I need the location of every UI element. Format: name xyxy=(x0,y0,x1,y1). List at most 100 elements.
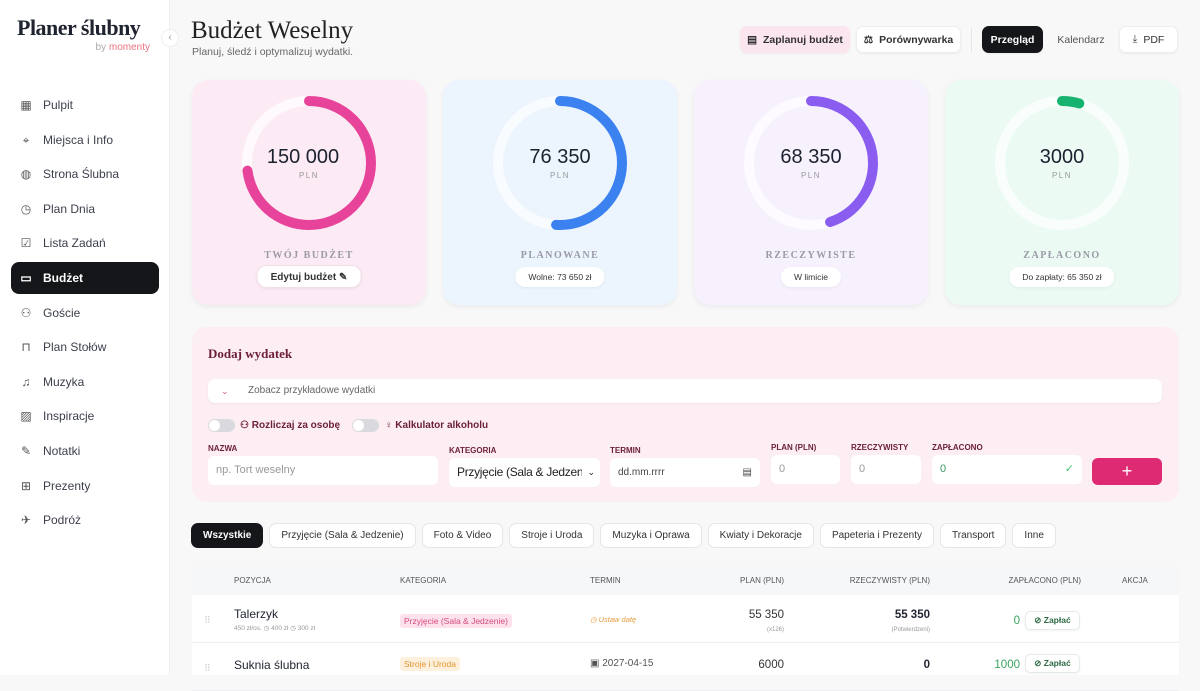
sidebar-item-goście[interactable]: ⚇ Goście xyxy=(11,297,159,329)
tab-category[interactable]: Muzyka i Oprawa xyxy=(600,523,702,548)
sidebar-item-pulpit[interactable]: ▦ Pulpit xyxy=(11,89,159,121)
tab-category[interactable]: Przyjęcie (Sala & Jedzenie) xyxy=(269,523,416,548)
item-date[interactable]: ▣ 2027-04-15 xyxy=(590,658,654,669)
col-position: POZYCJA xyxy=(234,576,271,585)
expenses-table: POZYCJA KATEGORIA TERMIN PLAN (PLN) RZEC… xyxy=(192,565,1179,691)
table-row: ⠿ Suknia ślubna Stroje i Uroda ▣ 2027-04… xyxy=(192,643,1179,691)
planned-value: 76 350 xyxy=(529,146,591,168)
actual-ring xyxy=(744,96,878,230)
budget-label: TWÓJ BUDŻET xyxy=(264,250,354,261)
plan-value: 55 350 xyxy=(748,609,784,621)
nav-icon: ▦ xyxy=(20,98,32,112)
tab-category[interactable]: Stroje i Uroda xyxy=(509,523,595,548)
edit-budget-button[interactable]: Edytuj budżet ✎ xyxy=(256,265,362,288)
paid-label: ZAPŁACONO xyxy=(932,443,983,452)
actual-input[interactable]: 0 xyxy=(851,455,921,484)
nav-icon: ✎ xyxy=(20,443,32,458)
paid-input[interactable]: 0 ✓ xyxy=(932,455,1082,484)
compare-label: Porównywarka xyxy=(879,33,954,46)
planned-card: 76 350 PLN PLANOWANE Wolne: 73 650 zł xyxy=(443,80,677,305)
name-input[interactable]: np. Tort weselny xyxy=(208,456,438,485)
pdf-button[interactable]: ⤓ PDF xyxy=(1119,26,1178,53)
planned-ring xyxy=(493,96,627,230)
date-label: TERMIN xyxy=(610,446,641,455)
example-expenses-dropdown[interactable]: ⌄ Zobacz przykładowe wydatki xyxy=(208,379,1162,403)
tab-overview[interactable]: Przegląd xyxy=(982,26,1043,53)
pay-button[interactable]: ⊘ Zapłać xyxy=(1025,654,1080,673)
actual-card: 68 350 PLN RZECZYWISTE W limicie xyxy=(694,80,928,305)
nav-icon: ⌖ xyxy=(22,132,30,147)
actual-note: (Potwierdzeni) xyxy=(891,627,930,633)
divider xyxy=(971,28,972,52)
item-date[interactable]: ◷ Ustaw datę xyxy=(590,615,637,624)
sidebar-item-label: Plan Dnia xyxy=(43,201,96,216)
nav-icon: ✈ xyxy=(20,513,32,528)
category-select[interactable]: Przyjęcie (Sala & Jedzen ⌄ xyxy=(449,458,600,487)
col-plan: PLAN (PLN) xyxy=(739,576,784,585)
sidebar-item-label: Goście xyxy=(43,305,81,320)
item-meta: 450 zł/os. ◷ 400 zł ◷ 300 zł xyxy=(234,625,316,632)
compare-button[interactable]: ⚖ Porównywarka xyxy=(856,26,961,53)
alcohol-text: Kalkulator alkoholu xyxy=(395,420,489,431)
date-input[interactable]: dd.mm.rrrr ▤ xyxy=(610,458,760,487)
tab-category[interactable]: Foto & Video xyxy=(421,523,504,548)
paid-value: 1000 xyxy=(994,659,1020,671)
pay-button[interactable]: ⊘ Zapłać xyxy=(1025,611,1080,630)
col-date: TERMIN xyxy=(590,576,621,585)
tab-category[interactable]: Transport xyxy=(940,523,1007,548)
plan-input[interactable]: 0 xyxy=(771,455,840,484)
sidebar-item-plan-dnia[interactable]: ◷ Plan Dnia xyxy=(11,193,159,225)
paid-value: 3000 xyxy=(1039,146,1085,168)
actual-value: 68 350 xyxy=(780,146,842,168)
tab-category[interactable]: Kwiaty i Dekoracje xyxy=(707,523,814,548)
sidebar-item-muzyka[interactable]: ♫ Muzyka xyxy=(11,366,159,398)
collapse-sidebar-button[interactable]: ‹ xyxy=(161,29,179,47)
sidebar-item-podróż[interactable]: ✈ Podróż xyxy=(11,504,159,536)
per-person-toggle[interactable] xyxy=(208,419,235,432)
paid-ring xyxy=(995,96,1129,230)
table-header: POZYCJA KATEGORIA TERMIN PLAN (PLN) RZEC… xyxy=(192,565,1179,595)
nav-icon: ☑ xyxy=(20,236,32,251)
page-title: Budżet Weselny xyxy=(191,17,354,44)
category-badge: Stroje i Uroda xyxy=(400,657,460,671)
actual-unit: PLN xyxy=(800,171,822,180)
sidebar-item-strona-ślubna[interactable]: ◍ Strona Ślubna xyxy=(11,158,159,190)
sidebar-item-label: Notatki xyxy=(43,443,81,458)
double-check-icon: ✓ xyxy=(1064,463,1074,475)
tab-category[interactable]: Wszystkie xyxy=(191,523,264,548)
chevron-down-icon: ⌄ xyxy=(221,386,229,396)
sidebar-item-lista-zadań[interactable]: ☑ Lista Zadań xyxy=(11,227,159,259)
tab-category[interactable]: Papeteria i Prezenty xyxy=(819,523,934,548)
plan-budget-label: Zaplanuj budżet xyxy=(763,33,843,46)
paid-value: 0 xyxy=(1013,615,1020,627)
sidebar-item-inspiracje[interactable]: ▨ Inspiracje xyxy=(11,400,159,432)
sidebar-item-label: Miejsca i Info xyxy=(43,132,114,147)
paid-value: 0 xyxy=(940,463,947,475)
nav-icon: ▨ xyxy=(20,409,32,424)
drag-handle-icon[interactable]: ⠿ xyxy=(204,663,211,673)
col-category: KATEGORIA xyxy=(400,576,447,585)
plan-note: (x126) xyxy=(766,627,784,633)
ring-progress xyxy=(242,96,376,230)
plan-budget-button[interactable]: ▤ Zaplanuj budżet xyxy=(740,26,850,53)
sidebar-item-label: Strona Ślubna xyxy=(43,167,120,182)
examples-label: Zobacz przykładowe wydatki xyxy=(248,385,376,396)
plan-value: 6000 xyxy=(758,659,784,671)
sidebar-item-prezenty[interactable]: ⊞ Prezenty xyxy=(11,470,159,502)
download-icon: ⤓ xyxy=(1132,33,1138,45)
sidebar-item-miejsca-i-info[interactable]: ⌖ Miejsca i Info xyxy=(11,124,159,156)
col-actual: RZECZYWISTY (PLN) xyxy=(849,576,930,585)
sidebar-item-budżet[interactable]: ▭ Budżet xyxy=(11,261,159,294)
sidebar: Planer ślubny by momenty ▦ Pulpit ⌖ Miejsca… xyxy=(0,0,170,675)
alcohol-calculator-toggle[interactable] xyxy=(352,419,379,432)
drag-handle-icon[interactable]: ⠿ xyxy=(204,615,211,625)
planned-status-pill: Wolne: 73 650 zł xyxy=(515,267,605,287)
actual-label: RZECZYWISTY xyxy=(851,443,909,452)
tab-calendar[interactable]: Kalendarz xyxy=(1057,33,1105,46)
tab-category[interactable]: Inne xyxy=(1012,523,1056,548)
calculator-icon: ▤ xyxy=(747,33,757,46)
sidebar-item-notatki[interactable]: ✎ Notatki xyxy=(11,435,159,467)
item-name: Suknia ślubna xyxy=(234,658,310,672)
sidebar-item-plan-stołów[interactable]: ⊓ Plan Stołów xyxy=(11,331,159,363)
add-expense-button[interactable]: + xyxy=(1092,458,1162,485)
